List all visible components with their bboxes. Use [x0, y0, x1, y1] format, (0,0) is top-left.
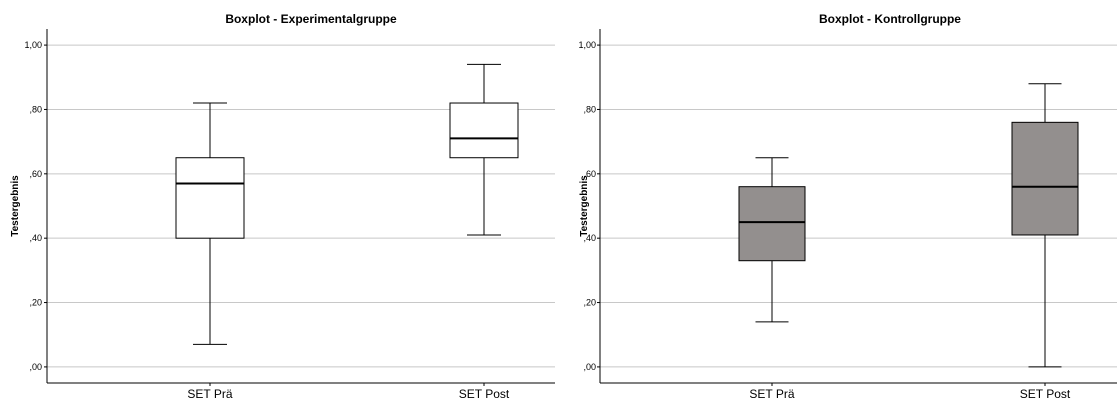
y-tick-label: ,80 — [29, 104, 42, 114]
box-1 — [175, 102, 245, 345]
iqr-box — [1011, 121, 1079, 236]
y-tick-label: ,60 — [29, 169, 42, 179]
y-axis-label: Testergebnis — [579, 175, 590, 237]
y-tick-label: ,00 — [29, 362, 42, 372]
x-tick-label: SET Prä — [187, 387, 232, 401]
x-tick-label: SET Post — [1020, 387, 1071, 401]
x-tick-label: SET Prä — [749, 387, 794, 401]
chart-title: Boxplot - Experimentalgruppe — [225, 12, 397, 26]
y-axis-label: Testergebnis — [10, 175, 21, 237]
x-tick-label: SET Post — [459, 387, 510, 401]
y-tick-label: 1,00 — [24, 40, 42, 50]
iqr-box — [738, 186, 806, 262]
chart-title: Boxplot - Kontrollgruppe — [819, 12, 961, 26]
chart-panel-2: Boxplot - Kontrollgruppe ,00 ,20 ,40 ,60 ,80 1… — [578, 12, 1117, 401]
y-tick-label: ,60 — [583, 169, 596, 179]
box-2 — [449, 63, 519, 236]
iqr-box — [175, 157, 245, 239]
iqr-box — [449, 102, 519, 159]
y-tick-label: ,40 — [583, 233, 596, 243]
y-tick-label: ,40 — [29, 233, 42, 243]
y-tick-label: ,20 — [583, 298, 596, 308]
chart-panel-1: Boxplot - Experimentalgruppe ,00 ,20 ,40 ,60… — [10, 12, 555, 401]
y-tick-label: ,20 — [29, 298, 42, 308]
y-tick-label: 1,00 — [578, 40, 596, 50]
box-1 — [738, 157, 806, 323]
y-tick-label: ,00 — [583, 362, 596, 372]
y-tick-label: ,80 — [583, 104, 596, 114]
box-2 — [1011, 83, 1079, 368]
